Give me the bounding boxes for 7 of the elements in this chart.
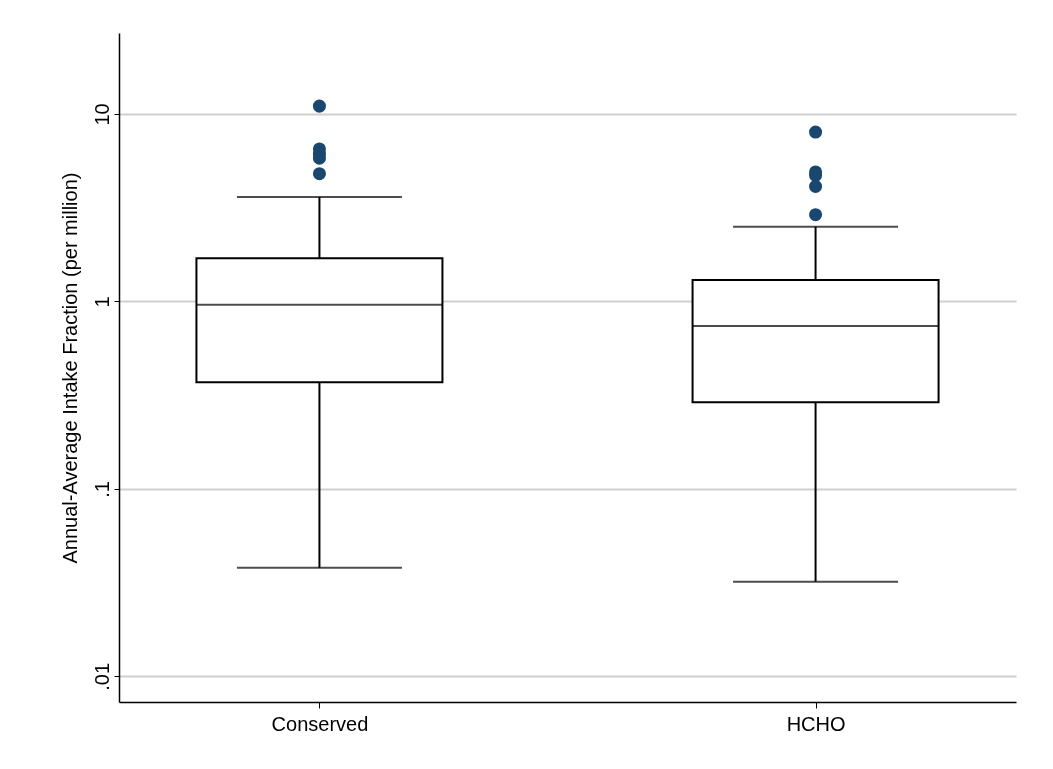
y-tick-label: 10: [90, 103, 113, 126]
y-axis-title: Annual-Average Intake Fraction (per million): [58, 172, 81, 564]
y-tick-label: 1: [90, 296, 113, 308]
x-tick-label: Conserved: [271, 712, 369, 735]
y-tick-label: .1: [90, 481, 113, 498]
x-tick-label: HCHO: [786, 712, 846, 735]
y-tick-label: .01: [90, 662, 113, 691]
